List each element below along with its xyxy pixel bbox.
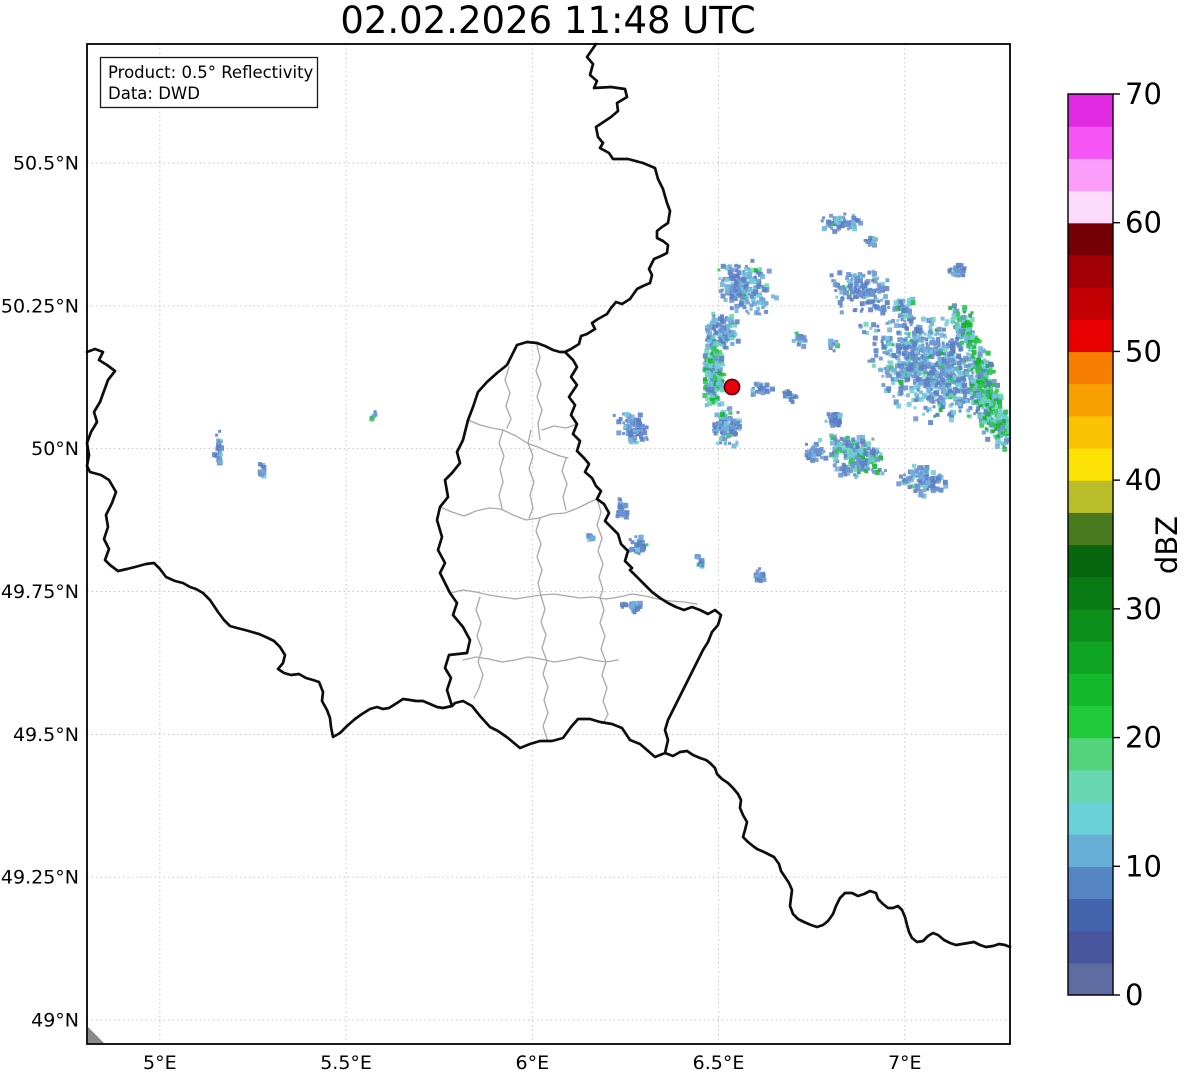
canton-border-line	[498, 429, 505, 509]
colorbar-band	[1068, 319, 1113, 353]
border-france-belgium	[85, 347, 454, 739]
country-borders	[85, 42, 1012, 949]
corner-terrain-patch	[88, 1027, 104, 1043]
colorbar-band	[1068, 608, 1113, 642]
colorbar-band	[1068, 512, 1113, 546]
colorbar-band	[1068, 641, 1113, 674]
canton-border-line	[439, 498, 598, 521]
y-tick-label: 49.75°N	[1, 581, 79, 603]
y-tick-label: 49°N	[31, 1010, 79, 1032]
y-axis-tick-labels: 50.5°N 50.25°N 50°N 49.75°N 49.5°N 49.25°N 49°…	[1, 153, 79, 1032]
colorbar-band	[1068, 866, 1113, 900]
colorbar-band	[1068, 158, 1113, 192]
luxembourg-canton-borders	[439, 344, 698, 740]
page-title: 02.02.2026 11:48 UTC	[340, 0, 755, 42]
y-tick-label: 49.5°N	[13, 724, 79, 746]
data-source-line: Data: DWD	[108, 84, 200, 103]
canton-border-line	[535, 517, 543, 597]
canton-border-line	[540, 595, 549, 740]
colorbar-band	[1068, 94, 1113, 127]
canton-border-line	[561, 457, 568, 511]
canton-border-line	[504, 366, 512, 429]
colorbar-band	[1068, 673, 1113, 706]
colorbar-band	[1068, 576, 1113, 610]
colorbar-tick-label: 40	[1125, 463, 1162, 497]
product-line: Product: 0.5° Reflectivity	[108, 63, 314, 82]
colorbar-band	[1068, 287, 1113, 320]
canton-border-line	[449, 589, 698, 605]
colorbar-band	[1068, 930, 1113, 964]
colorbar-band	[1068, 737, 1113, 771]
colorbar-band	[1068, 834, 1113, 867]
canton-border-line	[462, 656, 619, 663]
colorbar-band	[1068, 190, 1113, 224]
x-tick-label: 6.5°E	[693, 1052, 745, 1074]
x-tick-label: 5.5°E	[320, 1052, 372, 1074]
grid-lines	[87, 44, 1010, 1044]
colorbar-tick-label: 70	[1125, 77, 1162, 111]
colorbar-axis-label: dBZ	[1150, 516, 1184, 574]
y-tick-label: 49.25°N	[1, 867, 79, 889]
colorbar-band	[1068, 126, 1113, 159]
colorbar-band	[1068, 447, 1113, 481]
x-tick-label: 6°E	[516, 1052, 550, 1074]
y-tick-label: 50.5°N	[13, 153, 79, 175]
canton-border-line	[541, 423, 578, 431]
border-germany-belgium	[563, 42, 672, 354]
colorbar-tick-label: 30	[1125, 592, 1162, 626]
border-luxembourg	[435, 340, 723, 759]
colorbar: 0 10 20 30 40 50 60 70	[1067, 77, 1162, 1012]
colorbar-band	[1068, 801, 1113, 835]
canton-border-line	[599, 596, 609, 723]
x-tick-label: 5°E	[143, 1052, 177, 1074]
x-tick-label: 7°E	[888, 1052, 922, 1074]
colorbar-band	[1068, 705, 1113, 739]
radar-echoes	[212, 212, 1009, 615]
border-germany-france	[663, 749, 1012, 949]
colorbar-band	[1068, 415, 1113, 449]
radar-site-dot	[723, 378, 741, 396]
product-info-box-frame	[99, 56, 319, 109]
canton-border-line	[473, 596, 484, 699]
x-axis-tick-labels: 5°E 5.5°E 6°E 6.5°E 7°E	[143, 1052, 922, 1074]
colorbar-frame	[1067, 93, 1114, 996]
y-tick-label: 50.25°N	[1, 295, 79, 317]
colorbar-band	[1068, 222, 1113, 256]
colorbar-tick-label: 10	[1125, 849, 1162, 883]
canton-border-line	[596, 498, 604, 598]
colorbar-band	[1068, 351, 1113, 385]
colorbar-band	[1068, 769, 1113, 803]
colorbar-tick-label: 50	[1125, 334, 1162, 368]
colorbar-band	[1068, 383, 1113, 417]
y-tick-label: 50°N	[31, 438, 79, 460]
colorbar-band	[1068, 254, 1113, 288]
colorbar-band	[1068, 544, 1113, 578]
product-info-box: Product: 0.5° Reflectivity Data: DWD	[99, 56, 319, 109]
colorbar-band	[1068, 898, 1113, 932]
canton-border-line	[467, 419, 569, 459]
colorbar-tick-label: 20	[1125, 721, 1162, 755]
colorbar-band	[1068, 480, 1113, 513]
colorbar-band	[1068, 962, 1113, 996]
colorbar-tick-label: 60	[1125, 206, 1162, 240]
radar-site-marker	[723, 378, 741, 396]
plot-frame	[86, 43, 1011, 1045]
canton-border-line	[527, 429, 535, 519]
canton-border-line	[535, 344, 543, 441]
terrain-edge-triangle	[88, 1027, 104, 1043]
colorbar-tick-label: 0	[1125, 978, 1143, 1012]
